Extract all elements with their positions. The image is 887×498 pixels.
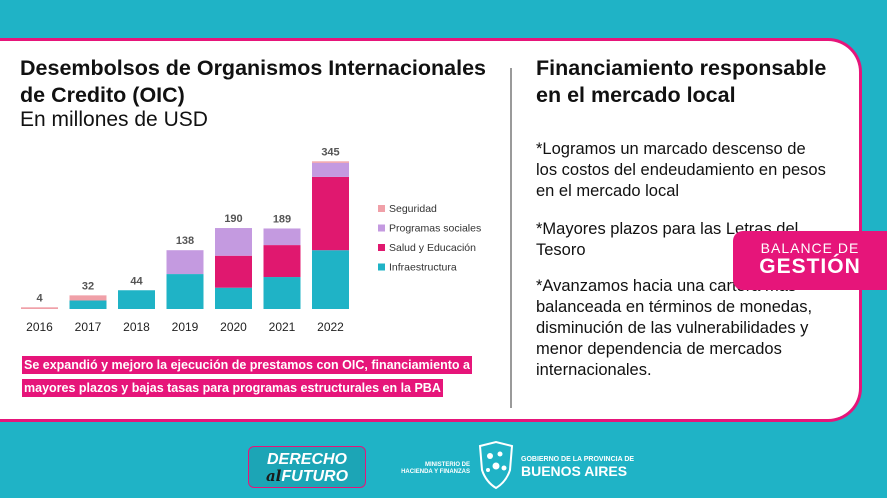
bar-2017-infraestructura bbox=[69, 300, 107, 309]
bar-2019-programas-sociales bbox=[166, 250, 204, 275]
paragraph-costs: *Logramos un marcado descenso de los cos… bbox=[536, 140, 826, 200]
legend-label-programas-sociales: Programas sociales bbox=[389, 223, 481, 235]
legend-label-infraestructura: Infraestructura bbox=[389, 262, 457, 274]
paragraph-portfolio: *Avanzamos hacia una cartera más balance… bbox=[536, 277, 813, 379]
x-tick-2022: 2022 bbox=[317, 320, 344, 334]
legend-swatch-salud-y-educación bbox=[378, 244, 385, 251]
total-label-2021: 189 bbox=[273, 213, 291, 225]
bar-2022-seguridad bbox=[312, 161, 349, 163]
balance-badge: BALANCE DE GESTIÓN bbox=[733, 231, 887, 290]
legend-swatch-infraestructura bbox=[378, 263, 385, 271]
x-tick-2017: 2017 bbox=[75, 320, 102, 334]
x-tick-2019: 2019 bbox=[172, 320, 199, 334]
bar-2021-salud-y-educación bbox=[263, 245, 301, 278]
chart-title: Desembolsos de Organismos Internacionale… bbox=[20, 56, 486, 107]
logo-line1: DERECHO bbox=[266, 451, 347, 468]
bar-2020-salud-y-educación bbox=[215, 255, 252, 288]
total-label-2022: 345 bbox=[321, 146, 339, 158]
bar-2020-infraestructura bbox=[215, 287, 252, 309]
derecho-al-futuro-logo: DERECHO alFUTURO bbox=[248, 446, 366, 488]
ministry-label: MINISTERIO DE HACIENDA Y FINANZAS bbox=[401, 462, 470, 475]
right-title: Financiamiento responsable en el mercado… bbox=[536, 56, 827, 107]
bar-2021-programas-sociales bbox=[263, 228, 301, 246]
bar-2022-salud-y-educación bbox=[312, 176, 349, 251]
total-label-2016: 4 bbox=[36, 292, 43, 304]
stacked-bar-chart: 4 2016 32 2017 44 2018 138 2019 190 2020 189 2021 34… bbox=[21, 146, 481, 334]
bar-2017-seguridad bbox=[69, 295, 107, 301]
x-tick-2020: 2020 bbox=[220, 320, 247, 334]
bar-2022-infraestructura bbox=[312, 250, 349, 309]
chart-subtitle: En millones de USD bbox=[20, 108, 208, 131]
x-tick-2018: 2018 bbox=[123, 320, 150, 334]
bar-2022-programas-sociales bbox=[312, 162, 349, 177]
province-shield-icon bbox=[478, 440, 514, 490]
total-label-2017: 32 bbox=[82, 280, 94, 292]
gov-line2: BUENOS AIRES bbox=[521, 463, 628, 479]
legend-label-seguridad: Seguridad bbox=[389, 203, 437, 215]
bar-2021-infraestructura bbox=[263, 277, 301, 309]
gov-line1: GOBIERNO DE LA PROVINCIA DE bbox=[521, 456, 635, 463]
total-label-2018: 44 bbox=[130, 275, 143, 287]
legend-label-salud-y-educación: Salud y Educación bbox=[389, 242, 476, 254]
x-tick-2016: 2016 bbox=[26, 320, 53, 334]
province-logo: GOBIERNO DE LA PROVINCIA DE BUENOS AIRES bbox=[521, 455, 634, 479]
bar-2018-infraestructura bbox=[118, 290, 155, 309]
legend-swatch-seguridad bbox=[378, 205, 385, 212]
vertical-divider bbox=[510, 68, 512, 408]
bar-2016-seguridad bbox=[21, 307, 58, 309]
badge-line2: GESTIÓN bbox=[759, 255, 861, 278]
logo-line2: alFUTURO bbox=[265, 467, 349, 486]
badge-line1: BALANCE DE bbox=[760, 240, 860, 256]
x-tick-2021: 2021 bbox=[269, 320, 296, 334]
bar-2019-infraestructura bbox=[166, 274, 204, 309]
paragraph-terms: *Mayores plazos para las Letras del Teso… bbox=[536, 220, 799, 259]
legend-swatch-programas-sociales bbox=[378, 224, 385, 232]
total-label-2019: 138 bbox=[176, 235, 194, 247]
total-label-2020: 190 bbox=[224, 213, 242, 225]
highlight-text: Se expandió y mejoro la ejecución de pre… bbox=[22, 356, 472, 397]
bar-2020-programas-sociales bbox=[215, 228, 252, 256]
